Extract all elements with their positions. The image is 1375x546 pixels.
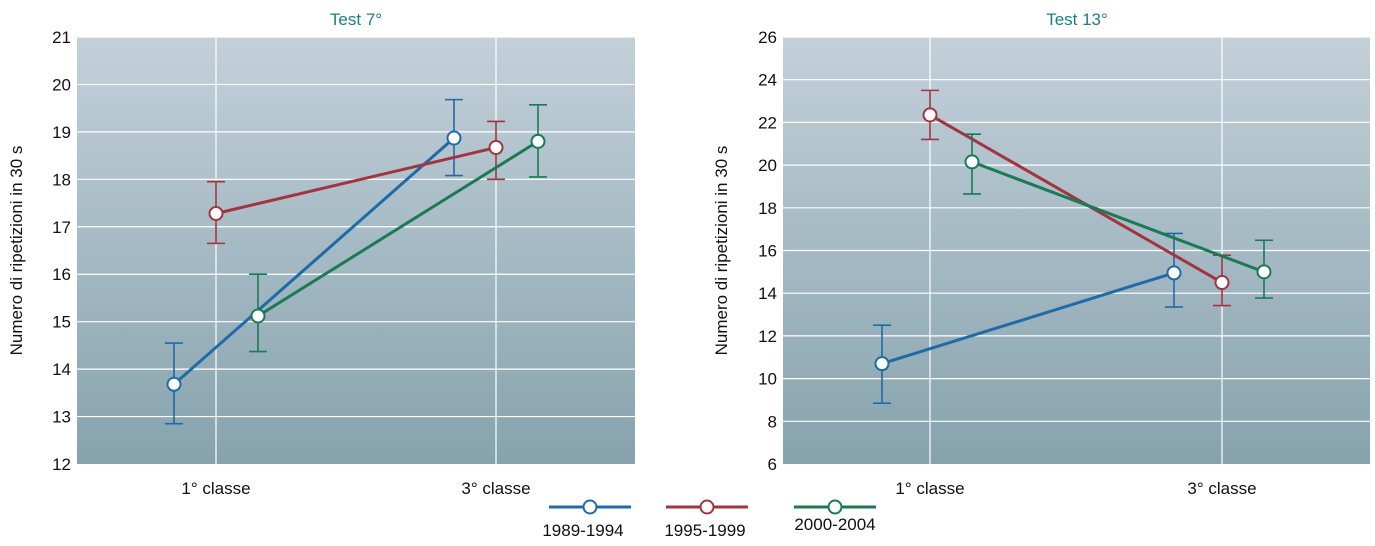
y-tick-label: 18 [52, 170, 71, 189]
charts-group: 12 13 14 15 16 17 18 19 20 21 1° classe 3° classe Te… [7, 10, 1370, 498]
x-tick-label: 3° classe [1187, 479, 1256, 498]
series-1 [165, 98, 463, 425]
y-tick-label: 20 [758, 156, 777, 175]
chart-1: 12 13 14 15 16 17 18 19 20 21 1° classe 3° classe Te… [7, 10, 635, 498]
y-tick-label: 17 [52, 218, 71, 237]
y-tick-label: 21 [52, 28, 71, 47]
legend-label: 1995-1999 [664, 521, 745, 540]
chart-title: Test 7° [330, 10, 382, 29]
x-tick-label: 3° classe [461, 479, 530, 498]
series-line [971, 160, 1265, 274]
y-tick-label: 26 [758, 28, 777, 47]
y-tick-label: 10 [758, 370, 777, 389]
series-line [881, 271, 1175, 366]
x-tick-label: 1° classe [895, 479, 964, 498]
y-tick-label: 16 [758, 242, 777, 261]
series-line [929, 113, 1223, 284]
legend-label: 1989-1994 [542, 521, 623, 540]
y-tick-label: 14 [52, 360, 71, 379]
data-point [446, 130, 462, 146]
y-tick-label: 6 [768, 455, 777, 474]
legend-label: 2000-2004 [794, 515, 875, 534]
series-1 [873, 232, 1183, 404]
y-tick-label: 15 [52, 313, 71, 332]
chart-title: Test 13° [1046, 10, 1108, 29]
y-tick-label: 14 [758, 284, 777, 303]
legend-marker [827, 499, 843, 515]
y-tick-label: 8 [768, 412, 777, 431]
legend-item: 2000-2004 [794, 499, 876, 534]
y-tick-label: 13 [52, 408, 71, 427]
legend: 1989-1994 1995-1999 2000-2004 [542, 499, 876, 540]
legend-marker [699, 499, 715, 515]
data-point [530, 133, 546, 149]
y-tick-label: 18 [758, 199, 777, 218]
y-tick-label: 19 [52, 123, 71, 142]
series-line [257, 140, 539, 318]
y-tick-label: 20 [52, 75, 71, 94]
y-axis-label: Numero di ripetizioni in 30 s [7, 146, 26, 356]
y-tick-label: 12 [52, 455, 71, 474]
data-point [1256, 264, 1272, 280]
legend-marker [582, 499, 598, 515]
legend-item: 1989-1994 [542, 499, 631, 540]
series-2 [207, 120, 505, 245]
data-point [1166, 265, 1182, 281]
data-point [166, 376, 182, 392]
data-point [250, 308, 266, 324]
y-tick-label: 12 [758, 327, 777, 346]
series-line [173, 136, 455, 386]
series-3 [963, 133, 1273, 299]
data-point [874, 356, 890, 372]
y-axis-label: Numero di ripetizioni in 30 s [712, 146, 731, 356]
series-line [215, 146, 497, 215]
y-tick-label: 24 [758, 71, 777, 90]
legend-item: 1995-1999 [664, 499, 748, 540]
y-tick-label: 16 [52, 265, 71, 284]
x-tick-label: 1° classe [181, 479, 250, 498]
y-tick-label: 22 [758, 113, 777, 132]
data-point [922, 107, 938, 123]
data-point [964, 154, 980, 170]
data-point [488, 140, 504, 156]
plot-area [77, 37, 635, 464]
chart-2: 6 8 10 12 14 16 18 20 22 24 26 1° classe 3° classe Te… [712, 10, 1370, 498]
data-point [208, 205, 224, 221]
data-point [1214, 275, 1230, 291]
series-3 [249, 104, 547, 353]
